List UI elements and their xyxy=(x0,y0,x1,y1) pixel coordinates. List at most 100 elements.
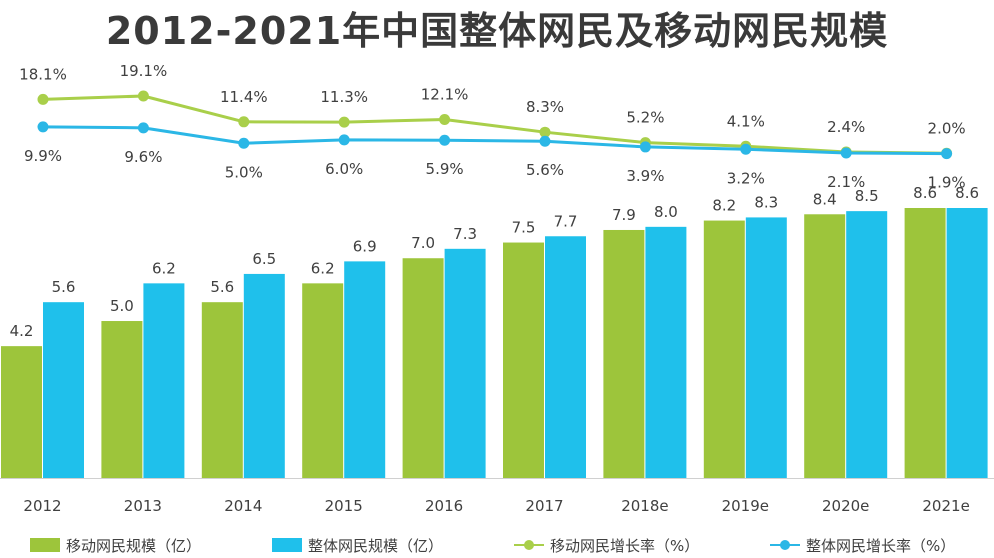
bar-label-mobile-2019e: 8.2 xyxy=(712,197,736,215)
bar-label-mobile-2017: 7.5 xyxy=(512,219,536,237)
point-mobile-growth-2012 xyxy=(37,93,49,105)
x-tick-2016: 2016 xyxy=(425,497,463,515)
line-label-overall-2021e: 1.9% xyxy=(928,174,966,192)
x-tick-2018e: 2018e xyxy=(621,497,668,515)
line-label-mobile-2019e: 4.1% xyxy=(727,112,765,130)
line-label-overall-2012: 9.9% xyxy=(24,147,62,165)
point-mobile-growth-2015 xyxy=(338,116,350,128)
bars-layer xyxy=(1,208,988,479)
point-mobile-growth-2014 xyxy=(238,116,250,128)
chart-legend: 移动网民规模（亿） 整体网民规模（亿） 移动网民增长率（%） 整体网民增长率（%… xyxy=(0,532,994,558)
line-label-overall-2019e: 3.2% xyxy=(727,169,765,187)
bar-label-overall-2016: 7.3 xyxy=(453,225,477,243)
bar-label-mobile-2020e: 8.4 xyxy=(813,190,837,208)
bar-label-overall-2014: 6.5 xyxy=(252,250,276,268)
bar-mobile-2015 xyxy=(302,283,344,478)
point-overall-growth-2016 xyxy=(439,134,451,146)
point-mobile-growth-2017 xyxy=(539,126,551,138)
bar-label-mobile-2013: 5.0 xyxy=(110,297,134,315)
x-tick-2020e: 2020e xyxy=(822,497,869,515)
legend-swatch-mobile-growth xyxy=(514,538,544,552)
bar-overall-2017 xyxy=(545,236,586,478)
x-tick-2012: 2012 xyxy=(23,497,61,515)
line-label-mobile-2021e: 2.0% xyxy=(928,119,966,137)
bar-label-mobile-2021e: 8.6 xyxy=(913,184,937,202)
line-label-overall-2018e: 3.9% xyxy=(626,167,664,185)
legend-swatch-overall-growth xyxy=(770,538,800,552)
lines-layer xyxy=(37,90,953,160)
bar-label-overall-2013: 6.2 xyxy=(152,259,176,277)
bar-overall-2012 xyxy=(43,302,84,478)
line-label-mobile-2016: 12.1% xyxy=(421,85,469,103)
point-overall-growth-2012 xyxy=(37,121,49,133)
legend-label-mobile-size: 移动网民规模（亿） xyxy=(66,536,202,555)
bar-label-mobile-2014: 5.6 xyxy=(210,278,234,296)
bar-label-overall-2021e: 8.6 xyxy=(955,184,979,202)
line-label-overall-2020e: 2.1% xyxy=(827,173,865,191)
x-tick-2019e: 2019e xyxy=(722,497,769,515)
line-label-mobile-2012: 18.1% xyxy=(19,65,67,83)
bar-mobile-2020e xyxy=(804,214,846,479)
bar-mobile-2012 xyxy=(1,346,42,478)
bar-label-overall-2018e: 8.0 xyxy=(654,203,678,221)
bar-overall-2015 xyxy=(344,261,386,478)
line-label-mobile-2018e: 5.2% xyxy=(626,109,664,127)
line-label-overall-2017: 5.6% xyxy=(526,161,564,179)
bar-label-overall-2020e: 8.5 xyxy=(855,187,879,205)
line-label-mobile-2013: 19.1% xyxy=(120,62,168,80)
legend-swatch-overall-size xyxy=(272,538,302,552)
line-label-mobile-2017: 8.3% xyxy=(526,98,564,116)
bar-overall-2018e xyxy=(645,226,687,478)
legend-swatch-mobile-size xyxy=(30,538,60,552)
bar-mobile-2013 xyxy=(101,321,143,478)
point-overall-growth-2018e xyxy=(639,141,651,153)
legend-label-mobile-growth: 移动网民增长率（%） xyxy=(550,536,700,555)
bar-mobile-2014 xyxy=(201,302,243,478)
point-mobile-growth-2016 xyxy=(439,113,451,125)
bar-label-mobile-2018e: 7.9 xyxy=(612,206,636,224)
bar-label-mobile-2012: 4.2 xyxy=(10,322,34,340)
legend-item-overall-size: 整体网民规模（亿） xyxy=(272,532,443,558)
bar-overall-2016 xyxy=(444,248,486,478)
bar-overall-2013 xyxy=(143,283,185,478)
bar-label-overall-2012: 5.6 xyxy=(52,278,76,296)
point-overall-growth-2013 xyxy=(137,122,149,134)
legend-item-mobile-size: 移动网民规模（亿） xyxy=(30,532,201,558)
x-tick-2014: 2014 xyxy=(224,497,262,515)
bar-mobile-2017 xyxy=(503,242,544,478)
point-overall-growth-2015 xyxy=(338,134,350,146)
line-label-overall-2016: 5.9% xyxy=(426,160,464,178)
bar-overall-2020e xyxy=(846,211,888,479)
point-overall-growth-2020e xyxy=(840,147,852,159)
point-overall-growth-2014 xyxy=(238,137,250,149)
line-label-overall-2014: 5.0% xyxy=(225,163,263,181)
bar-label-overall-2019e: 8.3 xyxy=(754,193,778,211)
bar-label-mobile-2016: 7.0 xyxy=(411,234,435,252)
point-overall-growth-2017 xyxy=(539,135,551,147)
legend-item-overall-growth: 整体网民增长率（%） xyxy=(770,532,955,558)
point-overall-growth-2021e xyxy=(941,148,953,160)
bar-overall-2019e xyxy=(745,217,787,478)
line-label-mobile-2014: 11.4% xyxy=(220,88,268,106)
chart-title: 2012-2021年中国整体网民及移动网民规模 xyxy=(105,9,889,53)
x-tick-2021e: 2021e xyxy=(922,497,969,515)
bar-overall-2021e xyxy=(946,208,988,478)
line-label-overall-2013: 9.6% xyxy=(124,148,162,166)
line-overall-growth xyxy=(42,125,947,156)
line-label-mobile-2020e: 2.4% xyxy=(827,118,865,136)
bar-label-overall-2017: 7.7 xyxy=(554,212,578,230)
bar-label-overall-2015: 6.9 xyxy=(353,237,377,255)
legend-label-overall-growth: 整体网民增长率（%） xyxy=(806,536,956,555)
legend-label-overall-size: 整体网民规模（亿） xyxy=(308,536,444,555)
bar-mobile-2016 xyxy=(402,258,444,478)
bar-mobile-2021e xyxy=(904,208,946,478)
legend-item-mobile-growth: 移动网民增长率（%） xyxy=(514,532,699,558)
point-mobile-growth-2013 xyxy=(137,90,149,102)
bar-label-mobile-2015: 6.2 xyxy=(311,259,335,277)
bar-mobile-2018e xyxy=(603,229,645,478)
x-tick-2017: 2017 xyxy=(525,497,563,515)
labels-layer: 4.2 5.6 2012 5.0 6.2 2013 5.6 6.5 2014 6.2 6.9 2015… xyxy=(10,62,979,515)
line-label-mobile-2015: 11.3% xyxy=(320,88,368,106)
x-tick-2013: 2013 xyxy=(124,497,162,515)
x-tick-2015: 2015 xyxy=(325,497,363,515)
